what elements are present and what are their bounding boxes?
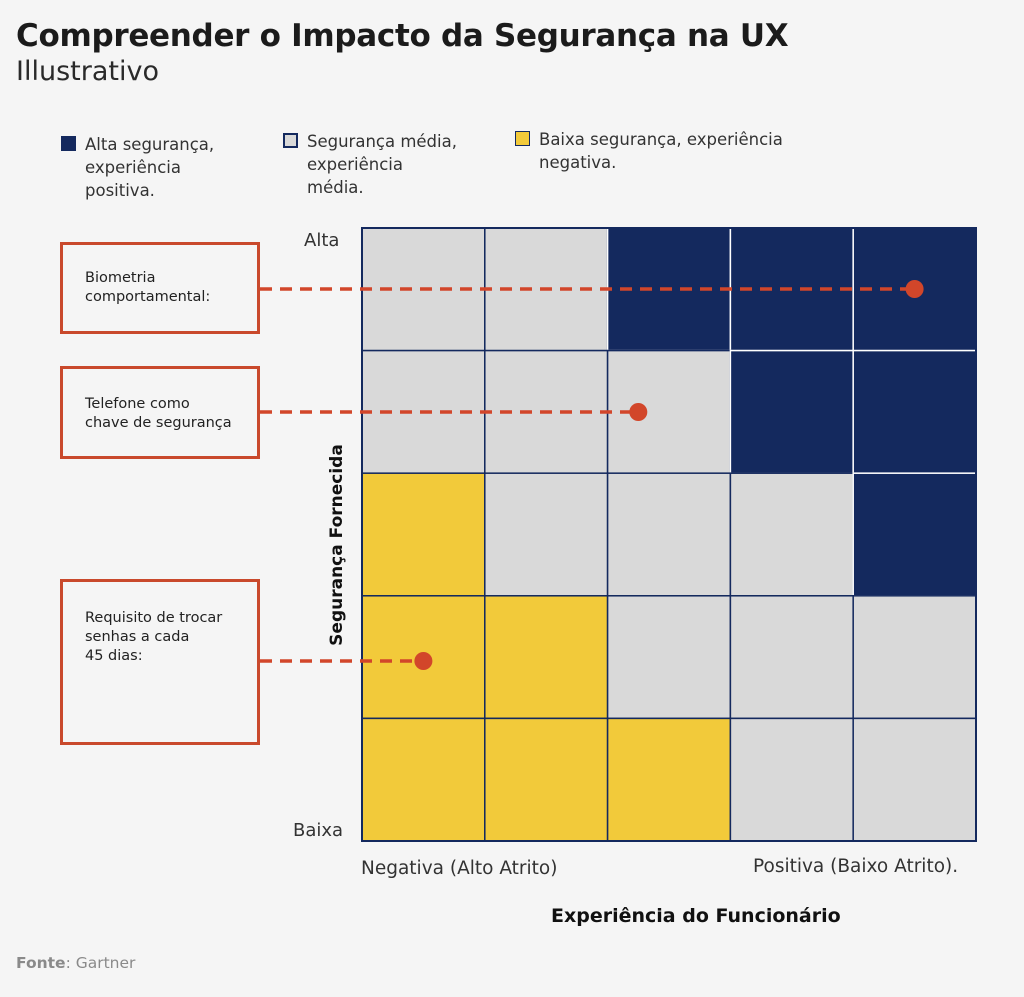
legend-label-medium: Segurança média, experiência média. [307, 132, 457, 197]
matrix-cell-medium [606, 472, 732, 597]
callout-behavioral-biometrics: Biometria comportamental: [60, 242, 260, 334]
legend-swatch-low [515, 131, 530, 146]
source-note: Fonte: Gartner [16, 954, 136, 972]
legend-item-medium: Segurança média, experiência média. [283, 130, 457, 199]
legend-item-high: Alta segurança, experiência positiva. [61, 133, 214, 202]
page-subtitle: Illustrativo [16, 56, 159, 87]
y-axis-title: Segurança Fornecida [327, 444, 347, 646]
matrix-border [361, 227, 977, 842]
connector-dot [905, 280, 924, 298]
callout-text: Requisito de trocar senhas a cada 45 dias: [85, 610, 223, 664]
page-title: Compreender o Impacto da Segurança na UX [16, 18, 789, 54]
callout-text: Biometria comportamental: [85, 270, 211, 305]
matrix-cell-medium [484, 472, 609, 597]
matrix-cell-low [361, 717, 486, 842]
callout-phone-security-key: Telefone como chave de segurança [60, 366, 260, 459]
matrix-cell-medium [729, 472, 854, 597]
matrix-cell-high [729, 349, 854, 474]
legend-swatch-medium [283, 133, 298, 148]
matrix-cell-medium [729, 717, 854, 842]
callout-text: Telefone como chave de segurança [85, 396, 232, 431]
callout-password-change: Requisito de trocar senhas a cada 45 dias: [60, 579, 260, 745]
matrix-cell-medium [729, 595, 854, 720]
matrix-cell-low [484, 717, 609, 842]
x-axis-right-label: Positiva (Baixo Atrito). [753, 856, 959, 877]
y-axis-bottom-label: Baixa [293, 820, 344, 841]
matrix-cell-low [361, 472, 486, 597]
matrix-cell-medium [606, 595, 732, 720]
matrix-cell-medium [852, 717, 977, 842]
matrix-cell-high [852, 349, 977, 474]
legend-label-low: Baixa segurança, experiência negativa. [539, 130, 783, 172]
matrix-cell-high [852, 472, 977, 597]
x-axis-title: Experiência do Funcionário [551, 905, 841, 927]
legend-item-low: Baixa segurança, experiência negativa. [515, 128, 783, 174]
y-axis-top-label: Alta [304, 230, 340, 251]
legend-swatch-high [61, 136, 76, 151]
matrix-cell-low [606, 717, 732, 842]
x-axis-left-label: Negativa (Alto Atrito) [361, 858, 558, 879]
legend-label-high: Alta segurança, experiência positiva. [85, 135, 215, 200]
connector-dot [629, 403, 648, 421]
matrix-cell-medium [852, 595, 977, 720]
connector-dot [414, 652, 433, 670]
matrix-cell-low [484, 595, 609, 720]
